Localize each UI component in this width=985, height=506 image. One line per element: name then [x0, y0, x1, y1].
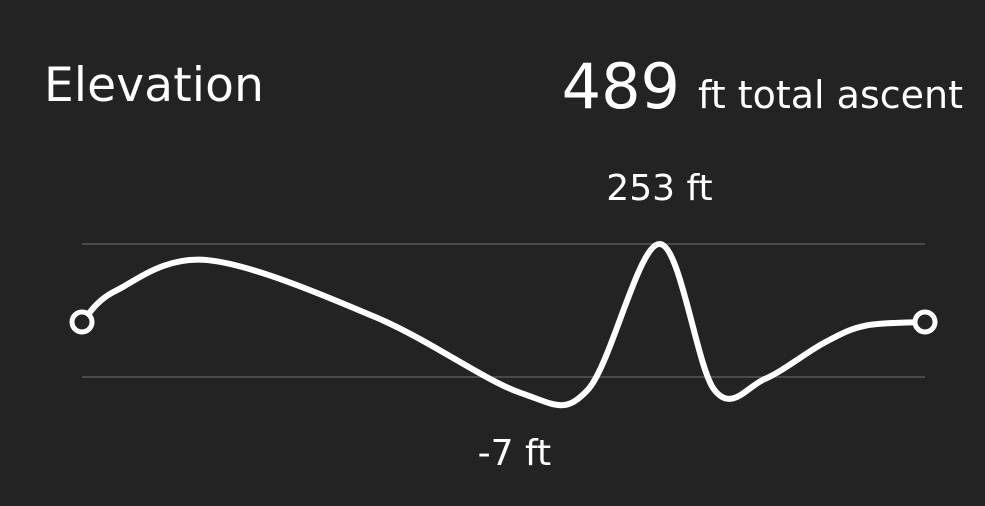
start-point [69, 309, 95, 335]
total-ascent-label: ft total ascent [698, 73, 963, 117]
gridlines [82, 243, 925, 378]
max-elevation-label: 253 ft [606, 168, 712, 209]
chart-title: Elevation [44, 58, 265, 113]
total-ascent-value: 489 [561, 50, 680, 123]
end-point [912, 309, 938, 335]
min-elevation-label: -7 ft [478, 433, 552, 474]
elevation-line [79, 241, 928, 409]
total-ascent-summary: 489 ft total ascent [562, 56, 963, 118]
